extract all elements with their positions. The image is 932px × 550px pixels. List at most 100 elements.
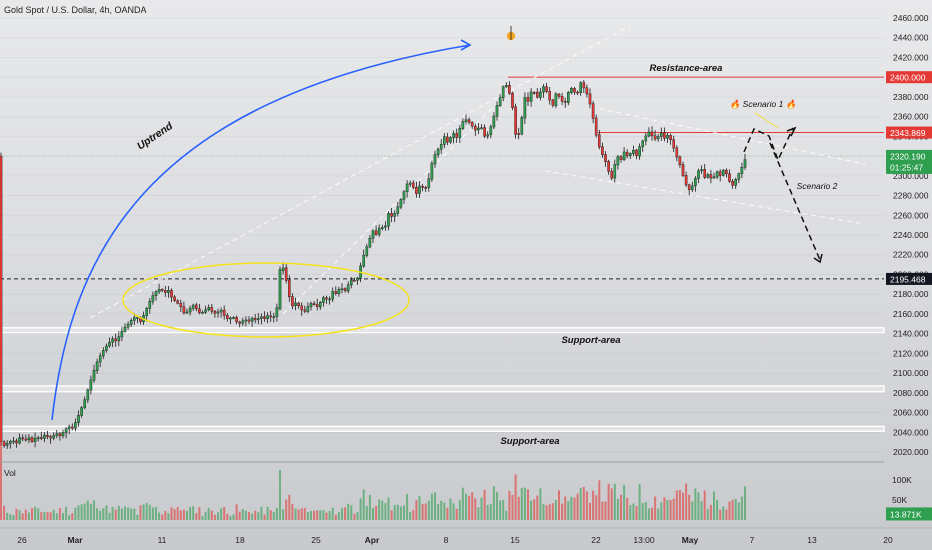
volume-bar	[68, 515, 71, 520]
volume-bar	[86, 500, 89, 520]
volume-bar	[409, 511, 412, 520]
volume-bar	[145, 502, 148, 520]
candle-up	[98, 355, 102, 363]
candle-up	[207, 307, 211, 311]
candle-down	[669, 135, 672, 141]
volume-bar	[548, 504, 551, 520]
price-badge	[886, 71, 932, 84]
volume-bar	[80, 504, 83, 520]
volume-bar	[706, 509, 709, 520]
volume-bar	[74, 507, 77, 520]
candle-down	[374, 230, 378, 235]
candle-down	[663, 132, 666, 139]
candle-up	[272, 316, 276, 318]
volume-bar	[217, 512, 219, 520]
volume-bar	[437, 504, 440, 520]
volume-bar	[688, 494, 691, 520]
candle-up	[660, 132, 663, 137]
volume-bar	[427, 500, 430, 520]
candle-down	[653, 135, 657, 140]
volume-bar	[105, 505, 108, 520]
price-badge	[886, 149, 932, 174]
candle-down	[198, 308, 201, 313]
candle-up	[539, 91, 542, 98]
y-tick-label: 2240.000	[893, 230, 929, 240]
candle-down	[532, 92, 536, 94]
candle-up	[167, 290, 170, 293]
volume-bar	[319, 510, 322, 520]
candle-down	[681, 164, 685, 176]
candle-down	[390, 213, 393, 217]
volume-bar	[303, 507, 306, 520]
candle-up	[449, 137, 452, 143]
grid	[0, 17, 884, 453]
candle-down	[560, 96, 564, 102]
volume-bar	[334, 514, 337, 520]
candle-up	[33, 437, 37, 442]
volume-bar	[709, 504, 712, 520]
y-tick-label: 2140.000	[893, 329, 929, 339]
candle-up	[405, 183, 409, 193]
candle-up	[356, 277, 359, 281]
candle-up	[520, 117, 524, 135]
uptrend-arc	[51, 44, 471, 421]
volume-bar	[505, 510, 508, 520]
candle-down	[70, 426, 74, 429]
volume-bar	[43, 511, 46, 520]
volume-bar	[607, 483, 610, 520]
candle-down	[222, 309, 226, 316]
candle-up	[216, 311, 220, 314]
price-badge-label: 2400.000	[890, 73, 926, 83]
volume-bar	[390, 510, 393, 520]
candle-up	[43, 435, 46, 439]
candle-up	[641, 140, 644, 148]
volume-bar	[102, 508, 105, 520]
volume-bar	[387, 497, 390, 520]
y-tick-label: 2100.000	[893, 368, 929, 378]
volume-bar	[359, 498, 362, 520]
volume-bar	[325, 512, 328, 520]
y-tick-label: 2380.000	[893, 92, 929, 102]
candle-down	[573, 88, 576, 93]
support-band	[0, 327, 885, 334]
candle-down	[238, 321, 242, 324]
volume-bar	[186, 510, 188, 520]
volume-bar	[734, 498, 737, 520]
volume-bar	[610, 488, 613, 520]
candle-up	[101, 350, 105, 357]
volume-bar	[511, 494, 514, 520]
volume-bar	[341, 508, 343, 520]
candle-up	[241, 320, 245, 324]
candle-up	[154, 291, 158, 296]
volume-bar	[384, 503, 387, 520]
volume-bar	[604, 501, 607, 520]
candle-up	[734, 178, 737, 186]
candle-up	[157, 289, 161, 293]
x-tick-label: Mar	[67, 535, 83, 545]
candle-up	[340, 288, 344, 291]
volume-bar	[443, 502, 446, 520]
y-tick-label: 2060.000	[893, 408, 929, 418]
volume-bar	[96, 508, 99, 520]
candle-down	[545, 86, 548, 92]
volume-bar	[660, 502, 663, 520]
volume-bar	[514, 474, 517, 520]
volume-bar	[651, 507, 653, 520]
volume-bar	[669, 499, 672, 520]
volume-bar	[158, 512, 161, 520]
candle-up	[622, 151, 626, 160]
volume-bar	[725, 509, 728, 520]
candle-down	[725, 170, 728, 175]
volume-bar	[136, 514, 139, 520]
candle-up	[715, 171, 719, 178]
volume-bar	[248, 512, 250, 520]
candle-up	[529, 91, 533, 102]
volume-bar	[393, 504, 396, 520]
x-tick-label: 11	[158, 535, 167, 545]
volume-bar	[235, 504, 238, 520]
resistance-area-label: Resistance-area	[650, 63, 723, 74]
volume-bar	[598, 480, 601, 520]
candle-up	[452, 133, 455, 139]
volume-bar	[213, 514, 216, 520]
